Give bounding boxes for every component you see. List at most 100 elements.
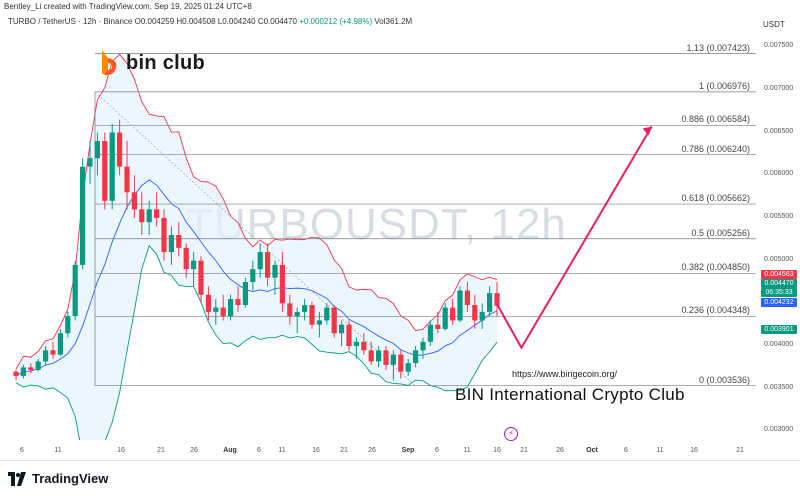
candle-body xyxy=(109,132,115,201)
candle-body xyxy=(205,294,211,312)
candle-body xyxy=(154,209,160,218)
change-value: +0.000212 (+4.98%) xyxy=(299,17,373,26)
candle-body xyxy=(131,192,137,210)
volume-value: Vol361.2M xyxy=(374,17,413,26)
candle-body xyxy=(94,141,100,159)
candle-body xyxy=(191,260,197,270)
candle-body xyxy=(479,311,485,321)
candle-body xyxy=(287,303,293,317)
footer: TradingView xyxy=(0,460,800,497)
candle-body xyxy=(494,293,500,306)
price-tag: 06:35:33 xyxy=(761,288,797,297)
club-title: BIN International Crypto Club xyxy=(455,385,685,404)
price-axis[interactable]: 0.007500 0.007000 0.006500 0.006000 0.005500… xyxy=(756,30,800,440)
time-axis-label: 21 xyxy=(157,447,165,454)
projection-path[interactable] xyxy=(496,126,653,350)
tradingview-logo[interactable]: TradingView xyxy=(8,471,108,486)
price-axis-label: 0.003500 xyxy=(764,383,794,391)
candle-body xyxy=(50,350,56,355)
fib-level-label: 0.382 (0.004850) xyxy=(681,262,750,273)
time-axis-label: 21 xyxy=(340,447,348,454)
candle-body xyxy=(228,299,234,317)
time-axis-label: 26 xyxy=(190,447,198,454)
candle-body xyxy=(20,367,26,376)
time-axis-label: Sep xyxy=(401,447,415,454)
fib-level-label: 0.786 (0.006240) xyxy=(681,143,750,154)
price-axis-label: 0.006500 xyxy=(764,127,794,135)
time-axis-label: 6 xyxy=(20,447,24,454)
candle-body xyxy=(346,324,352,347)
time-axis-label: 16 xyxy=(690,447,698,454)
time-axis-label: 21 xyxy=(520,447,528,454)
candle-body xyxy=(272,264,278,278)
bin-club-logo-icon xyxy=(102,50,117,76)
price-chart[interactable] xyxy=(0,14,756,440)
fib-trend-line xyxy=(94,91,416,386)
candle-body xyxy=(316,320,322,325)
fib-level-label: 1.13 (0.007423) xyxy=(686,42,750,53)
fib-level-label: 0.618 (0.005662) xyxy=(681,193,750,204)
tradingview-mark-icon xyxy=(8,471,26,486)
price-axis-label: 0.004000 xyxy=(764,341,794,349)
candle-body xyxy=(168,235,174,253)
candle-body xyxy=(472,305,478,321)
candle-body xyxy=(72,264,78,317)
attribution-bar: Bentley_Li created with TradingView.com,… xyxy=(0,0,800,14)
symbol-info[interactable]: TURBO / TetherUS · 12h · Binance xyxy=(8,17,133,26)
candle-body xyxy=(257,252,263,270)
candle-body xyxy=(65,316,71,334)
projection-arrow-line xyxy=(496,126,653,350)
time-axis-label: 21 xyxy=(736,447,744,454)
candle-body xyxy=(242,281,248,306)
time-axis-label: Aug xyxy=(223,447,237,454)
lower-band-line xyxy=(15,244,498,440)
candle-body xyxy=(43,350,49,362)
candle-body xyxy=(390,354,396,365)
candle-body xyxy=(450,307,456,321)
band-fill xyxy=(16,54,497,440)
candle-body xyxy=(220,307,226,317)
candle-body xyxy=(435,324,441,329)
price-axis-label: 0.006000 xyxy=(764,170,794,178)
price-axis-label: 0.007500 xyxy=(764,42,794,50)
time-axis-label: 11 xyxy=(54,447,62,454)
fib-level-label: 1 (0.006976) xyxy=(698,80,750,91)
time-axis-label: 16 xyxy=(117,447,125,454)
candle-body xyxy=(368,350,374,362)
candle-body xyxy=(353,341,359,347)
price-tag: 0.004470 xyxy=(761,279,797,288)
lightning-icon[interactable]: ⚡ xyxy=(504,427,518,441)
fibonacci-levels[interactable] xyxy=(94,53,756,387)
tradingview-text: TradingView xyxy=(32,471,109,486)
candle-body xyxy=(161,217,167,253)
candles xyxy=(13,119,500,381)
fib-level-label: 0 (0.003536) xyxy=(698,374,750,385)
ohlc-values: O0.004259 H0.004508 L0.004240 C0.004470 xyxy=(134,17,297,26)
price-axis-label: 0.005500 xyxy=(764,212,794,220)
price-tag: 0.003901 xyxy=(761,325,797,334)
candle-body xyxy=(398,354,404,372)
candle-body xyxy=(331,307,337,334)
candle-body xyxy=(376,350,382,362)
symbol-legend[interactable]: TURBO / TetherUS · 12h · Binance O0.0042… xyxy=(8,17,412,26)
price-axis-label: 0.007000 xyxy=(764,84,794,92)
time-axis-label: 6 xyxy=(257,447,261,454)
website-url[interactable]: https://www.bingecoin.org/ xyxy=(512,369,618,379)
candle-body xyxy=(124,166,130,193)
candle-body xyxy=(183,247,189,270)
time-axis[interactable]: 6 11 16 21 26 Aug 6 11 16 21 26 Sep 6 11 16 21 26 Oct 6 11 1… xyxy=(0,440,756,460)
price-tag: 0.004563 xyxy=(761,270,797,279)
candle-body xyxy=(117,132,123,167)
candle-body xyxy=(324,307,330,321)
candle-body xyxy=(427,324,433,342)
candle-body xyxy=(457,290,463,321)
candle-body xyxy=(139,209,145,223)
candle-body xyxy=(420,341,426,351)
candle-body xyxy=(487,293,493,312)
candle-body xyxy=(28,367,34,370)
symbol-watermark: TURBOUSDT, 12h xyxy=(186,200,567,249)
time-axis-label: 11 xyxy=(463,447,471,454)
price-axis-label: 0.003000 xyxy=(764,426,794,434)
candle-body xyxy=(413,350,419,364)
candle-body xyxy=(464,290,470,306)
